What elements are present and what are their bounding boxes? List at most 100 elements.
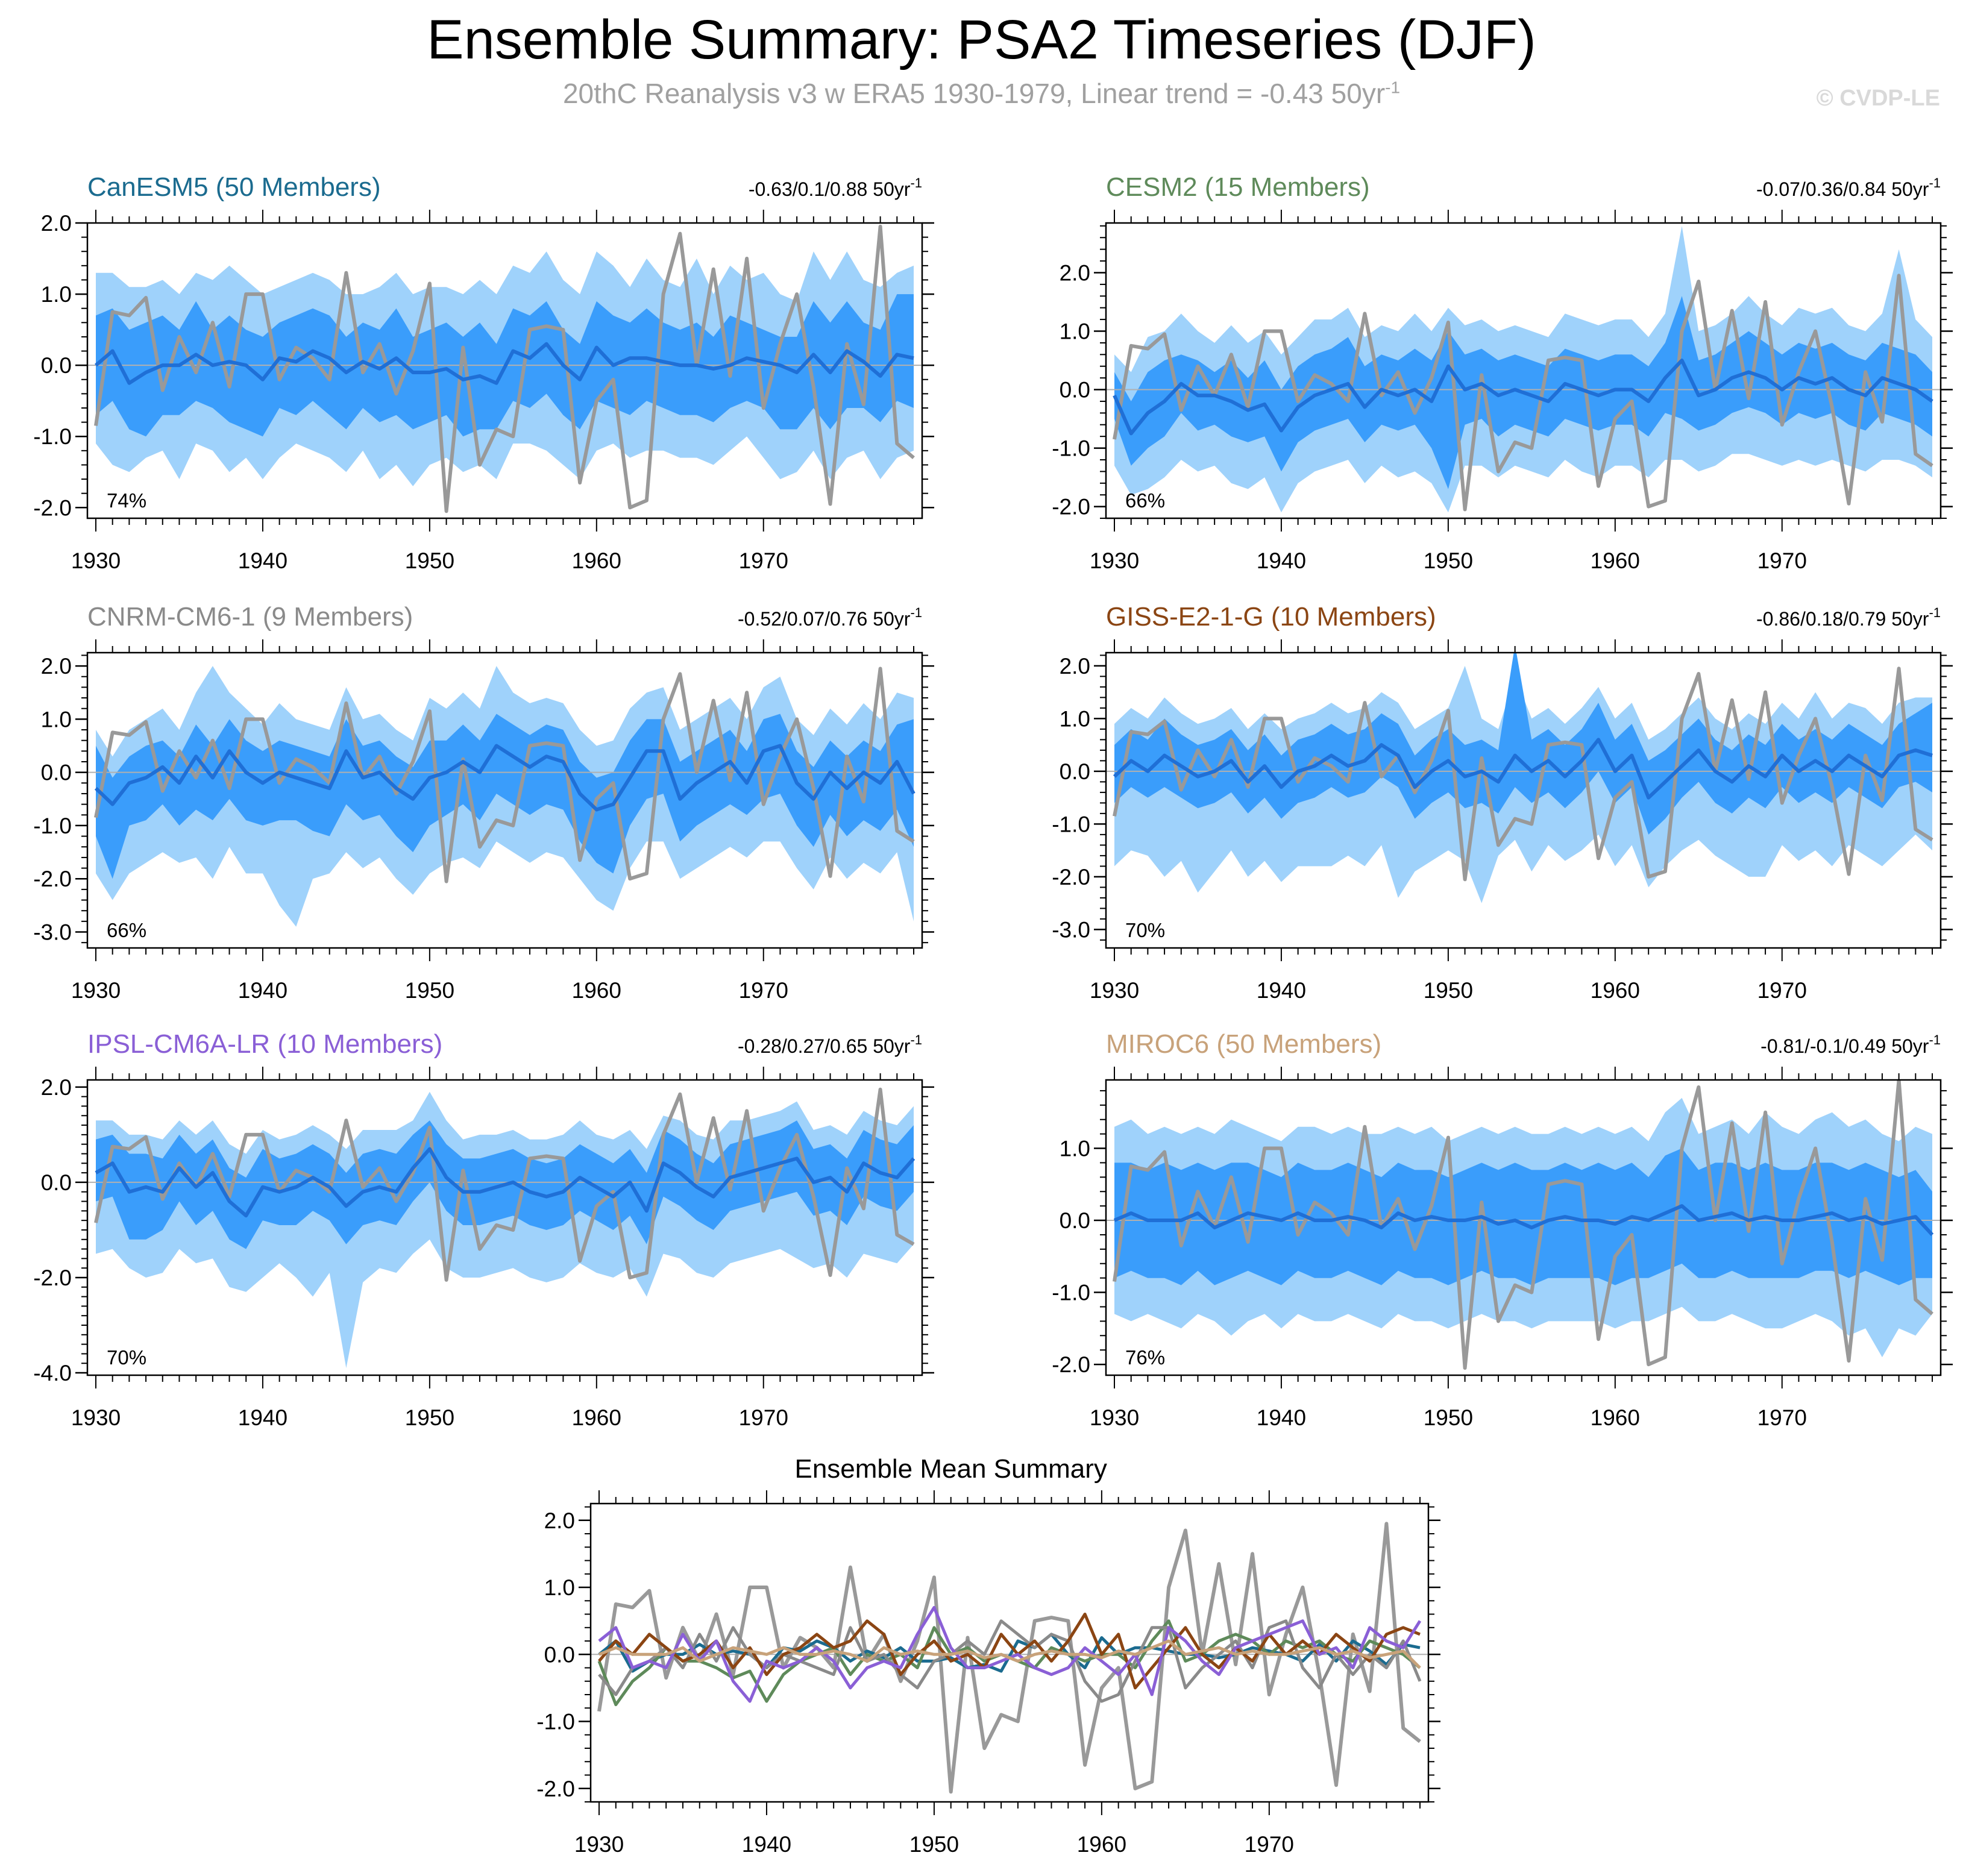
x-tick-label: 1930 xyxy=(574,1832,624,1857)
y-tick-label: 2.0 xyxy=(41,211,72,236)
panel-cnrm: -3.0 -2.0 -1.0 0.0 1.0 2.0 1930 1940 1950 1960 197… xyxy=(33,602,934,1003)
percent-label: 66% xyxy=(1125,489,1165,512)
x-tick-label: 1970 xyxy=(1757,548,1807,573)
ensemble-mean-line-giss xyxy=(598,1613,1421,1690)
panel-title: GISS-E2-1-G (10 Members) xyxy=(1106,602,1436,632)
y-tick-label: 0.0 xyxy=(1060,378,1090,403)
y-tick-label: -2.0 xyxy=(1052,1352,1090,1377)
x-tick-label: 1970 xyxy=(739,978,788,1003)
trend-exponent: -1 xyxy=(1929,175,1941,190)
trend-value: -0.28/0.27/0.65 50yr xyxy=(738,1035,911,1057)
observed-timeseries-line xyxy=(94,667,915,883)
x-tick-label: 1940 xyxy=(1257,548,1306,573)
plot-area xyxy=(1106,653,1941,903)
ensemble-interquartile-band xyxy=(1114,653,1932,835)
panel-cesm2: -2.0 -1.0 0.0 1.0 2.0 1930 1940 1950 1960 1970 CES… xyxy=(1052,172,1953,573)
x-tick-label: 1940 xyxy=(1257,1405,1306,1430)
panel-title: Ensemble Mean Summary xyxy=(794,1454,1107,1484)
y-tick-label: 0.0 xyxy=(41,353,72,378)
x-tick-label: 1930 xyxy=(71,548,121,573)
y-tick-label: -1.0 xyxy=(1052,436,1090,461)
y-tick-label: 2.0 xyxy=(41,1075,72,1100)
trend-value: -0.63/0.1/0.88 50yr xyxy=(749,178,911,200)
cvdp-watermark: © CVDP-LE xyxy=(1816,86,1940,111)
panel-title: IPSL-CM6A-LR (10 Members) xyxy=(87,1029,442,1059)
plot-frame xyxy=(589,1502,1430,1803)
y-tick-label: 2.0 xyxy=(1060,654,1090,679)
panel-ipsl: -4.0 -2.0 0.0 2.0 1930 1940 1950 1960 1970 IPSL-C… xyxy=(33,1029,934,1430)
x-tick-label: 1950 xyxy=(1424,548,1473,573)
y-tick-label: -1.0 xyxy=(33,814,72,838)
x-tick-label: 1950 xyxy=(909,1832,959,1857)
observed-timeseries-line xyxy=(1113,667,1933,882)
y-tick-label: -1.0 xyxy=(33,424,72,449)
trend-value: -0.86/0.18/0.79 50yr xyxy=(1756,608,1929,630)
ensemble-mean-line xyxy=(1113,1204,1934,1237)
x-tick-label: 1970 xyxy=(1757,1405,1807,1430)
panel-title: CESM2 (15 Members) xyxy=(1106,172,1370,202)
plot-area xyxy=(87,666,922,927)
x-tick-label: 1930 xyxy=(1090,1405,1139,1430)
x-tick-label: 1940 xyxy=(238,1405,287,1430)
percent-label: 70% xyxy=(107,1346,146,1369)
panel-miroc6: -2.0 -1.0 0.0 1.0 1930 1940 1950 1960 1970 MIROC6… xyxy=(1052,1029,1953,1430)
plot-frame xyxy=(86,1079,923,1376)
trend-value: -0.81/-0.1/0.49 50yr xyxy=(1760,1035,1929,1057)
ensemble-mean-line xyxy=(1113,738,1933,800)
plot-frame xyxy=(1105,651,1942,949)
x-tick-label: 1940 xyxy=(238,548,287,573)
trend-exponent: -1 xyxy=(910,1032,922,1047)
figure-subtitle: 20thC Reanalysis v3 w ERA5 1930-1979, Li… xyxy=(0,77,1963,110)
observed-timeseries-line xyxy=(1113,1080,1933,1370)
observed-timeseries-line xyxy=(94,224,915,513)
x-tick-label: 1940 xyxy=(238,978,287,1003)
trend-label: -0.28/0.27/0.65 50yr-1 xyxy=(738,1032,922,1057)
figure-title: Ensemble Summary: PSA2 Timeseries (DJF) xyxy=(427,9,1536,71)
x-tick-label: 1950 xyxy=(405,548,454,573)
x-tick-label: 1950 xyxy=(405,978,454,1003)
trend-label: -0.52/0.07/0.76 50yr-1 xyxy=(738,605,922,630)
subtitle-text: 20thC Reanalysis v3 w ERA5 1930-1979, Li… xyxy=(562,78,1386,109)
x-tick-label: 1960 xyxy=(1077,1832,1126,1857)
panel-title: MIROC6 (50 Members) xyxy=(1106,1029,1381,1059)
ensemble-interquartile-band xyxy=(96,714,914,879)
y-tick-label: -4.0 xyxy=(33,1361,72,1385)
y-tick-label: 1.0 xyxy=(544,1575,575,1600)
trend-exponent: -1 xyxy=(1929,605,1941,620)
y-tick-label: -3.0 xyxy=(1052,917,1090,942)
panel-ensemble_mean_summary: -2.0 -1.0 0.0 1.0 2.0 1930 1940 1950 1960 1970 Ens… xyxy=(536,1454,1440,1857)
trend-exponent: -1 xyxy=(1929,1032,1941,1047)
plot-frame xyxy=(1105,222,1942,519)
y-tick-label: -1.0 xyxy=(536,1710,575,1734)
percent-label: 76% xyxy=(1125,1346,1165,1369)
x-tick-label: 1960 xyxy=(572,978,621,1003)
x-tick-label: 1930 xyxy=(71,978,121,1003)
trend-value: -0.07/0.36/0.84 50yr xyxy=(1756,178,1929,200)
ensemble-mean-line-miroc6 xyxy=(598,1639,1421,1669)
trend-exponent: -1 xyxy=(910,175,922,190)
trend-label: -0.07/0.36/0.84 50yr-1 xyxy=(1756,175,1941,200)
x-tick-label: 1960 xyxy=(572,1405,621,1430)
ensemble-mean-line xyxy=(1113,359,1933,436)
x-tick-label: 1950 xyxy=(1424,1405,1473,1430)
y-tick-label: 0.0 xyxy=(544,1642,575,1667)
x-tick-label: 1940 xyxy=(1257,978,1306,1003)
x-tick-label: 1960 xyxy=(1591,1405,1640,1430)
y-tick-label: 0.0 xyxy=(1060,1208,1090,1233)
percent-label: 66% xyxy=(107,919,146,941)
x-tick-label: 1950 xyxy=(1424,978,1473,1003)
x-tick-label: 1960 xyxy=(1591,548,1640,573)
plot-area xyxy=(87,224,922,513)
trend-value: -0.52/0.07/0.76 50yr xyxy=(738,608,911,630)
y-tick-label: 2.0 xyxy=(1060,260,1090,285)
y-tick-label: 2.0 xyxy=(41,654,72,679)
trend-label: -0.63/0.1/0.88 50yr-1 xyxy=(749,175,922,200)
y-tick-label: 1.0 xyxy=(1060,706,1090,731)
subtitle-exponent: -1 xyxy=(1385,78,1401,97)
ensemble-mean-line xyxy=(94,744,916,812)
trend-exponent: -1 xyxy=(910,605,922,620)
y-tick-label: 0.0 xyxy=(1060,759,1090,784)
y-tick-label: -2.0 xyxy=(33,867,72,891)
y-tick-label: 1.0 xyxy=(41,707,72,732)
percent-label: 74% xyxy=(107,489,146,512)
